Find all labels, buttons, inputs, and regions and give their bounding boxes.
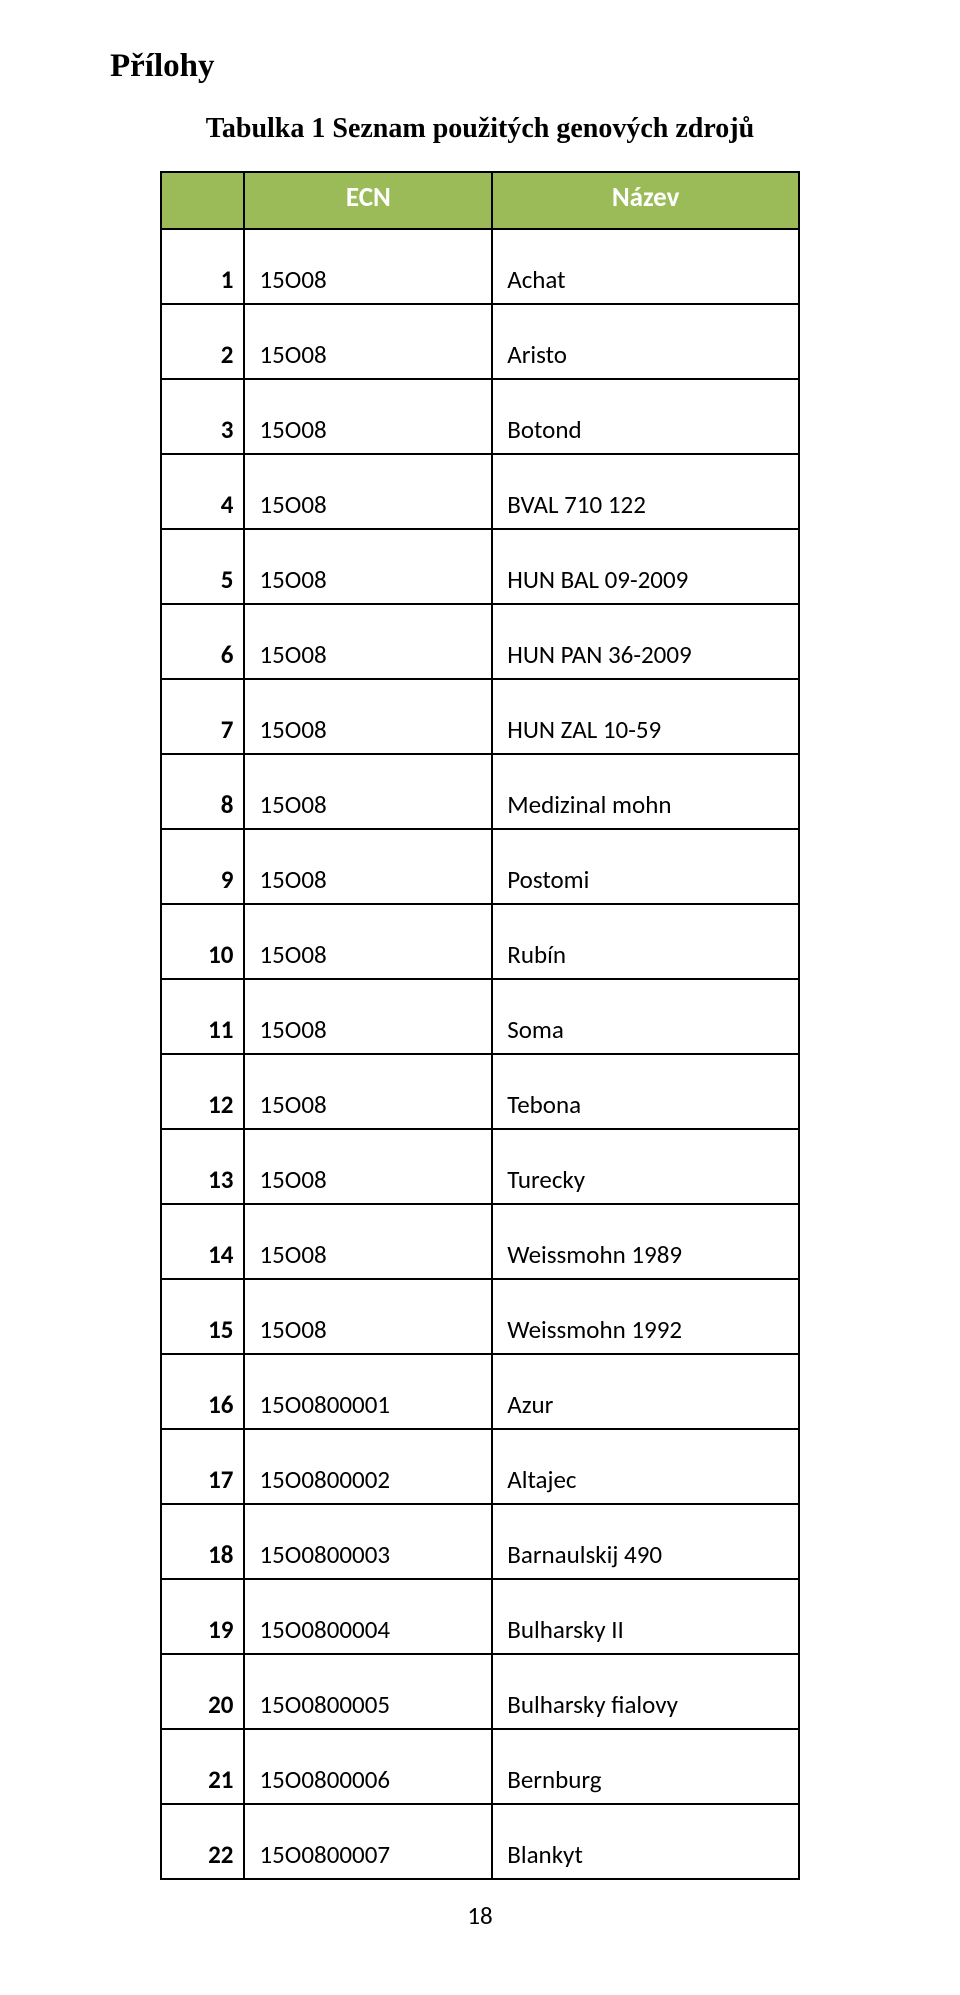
row-name: HUN ZAL 10-59: [492, 679, 799, 754]
row-number: 19: [161, 1579, 244, 1654]
table-row: 1715O0800002Altajec: [161, 1429, 799, 1504]
row-ecn: 15O08: [244, 679, 492, 754]
row-ecn: 15O08: [244, 1054, 492, 1129]
table-row: 515O08HUN BAL 09-2009: [161, 529, 799, 604]
row-name: Altajec: [492, 1429, 799, 1504]
table-row: 1015O08Rubín: [161, 904, 799, 979]
row-name: Tebona: [492, 1054, 799, 1129]
row-name: Postomi: [492, 829, 799, 904]
row-ecn: 15O08: [244, 454, 492, 529]
genovy-zdroje-table: ECN Název 115O08Achat215O08Aristo315O08B…: [160, 171, 800, 1880]
row-ecn: 15O08: [244, 829, 492, 904]
table-row: 1215O08Tebona: [161, 1054, 799, 1129]
table-row: 815O08Medizinal mohn: [161, 754, 799, 829]
row-number: 17: [161, 1429, 244, 1504]
table-row: 1115O08Soma: [161, 979, 799, 1054]
row-ecn: 15O08: [244, 1204, 492, 1279]
row-number: 1: [161, 229, 244, 304]
row-ecn: 15O08: [244, 379, 492, 454]
table-row: 115O08Achat: [161, 229, 799, 304]
row-ecn: 15O08: [244, 529, 492, 604]
row-number: 7: [161, 679, 244, 754]
row-number: 16: [161, 1354, 244, 1429]
table-header-ecn: ECN: [244, 172, 492, 229]
table-row: 415O08BVAL 710 122: [161, 454, 799, 529]
row-number: 6: [161, 604, 244, 679]
row-name: Rubín: [492, 904, 799, 979]
table-row: 1915O0800004Bulharsky II: [161, 1579, 799, 1654]
row-number: 10: [161, 904, 244, 979]
row-ecn: 15O0800004: [244, 1579, 492, 1654]
row-name: Blankyt: [492, 1804, 799, 1879]
row-ecn: 15O0800001: [244, 1354, 492, 1429]
row-name: Bernburg: [492, 1729, 799, 1804]
table-row: 915O08Postomi: [161, 829, 799, 904]
row-name: Medizinal mohn: [492, 754, 799, 829]
row-number: 4: [161, 454, 244, 529]
row-number: 3: [161, 379, 244, 454]
row-name: BVAL 710 122: [492, 454, 799, 529]
table-row: 1415O08Weissmohn 1989: [161, 1204, 799, 1279]
row-ecn: 15O08: [244, 304, 492, 379]
row-number: 5: [161, 529, 244, 604]
row-ecn: 15O08: [244, 754, 492, 829]
table-row: 315O08Botond: [161, 379, 799, 454]
page-title: Přílohy: [110, 48, 850, 85]
row-number: 13: [161, 1129, 244, 1204]
table-row: 2015O0800005Bulharsky fialovy: [161, 1654, 799, 1729]
row-ecn: 15O0800006: [244, 1729, 492, 1804]
row-number: 20: [161, 1654, 244, 1729]
row-number: 18: [161, 1504, 244, 1579]
row-number: 2: [161, 304, 244, 379]
page-number: 18: [0, 1900, 960, 1931]
row-name: Achat: [492, 229, 799, 304]
table-row: 715O08HUN ZAL 10-59: [161, 679, 799, 754]
row-name: HUN BAL 09-2009: [492, 529, 799, 604]
row-ecn: 15O0800002: [244, 1429, 492, 1504]
row-name: Botond: [492, 379, 799, 454]
row-name: Soma: [492, 979, 799, 1054]
row-ecn: 15O08: [244, 229, 492, 304]
table-row: 1315O08Turecky: [161, 1129, 799, 1204]
table-row: 1815O0800003Barnaulskij 490: [161, 1504, 799, 1579]
row-name: Aristo: [492, 304, 799, 379]
row-ecn: 15O0800005: [244, 1654, 492, 1729]
table-row: 1615O0800001Azur: [161, 1354, 799, 1429]
row-number: 21: [161, 1729, 244, 1804]
row-number: 15: [161, 1279, 244, 1354]
row-number: 8: [161, 754, 244, 829]
table-row: 615O08HUN PAN 36-2009: [161, 604, 799, 679]
row-name: Bulharsky fialovy: [492, 1654, 799, 1729]
table-caption: Tabulka 1 Seznam použitých genových zdro…: [110, 113, 850, 145]
table-row: 2215O0800007Blankyt: [161, 1804, 799, 1879]
row-ecn: 15O0800007: [244, 1804, 492, 1879]
row-number: 9: [161, 829, 244, 904]
row-name: Weissmohn 1989: [492, 1204, 799, 1279]
row-ecn: 15O08: [244, 904, 492, 979]
table-header-row: ECN Název: [161, 172, 799, 229]
row-ecn: 15O08: [244, 1279, 492, 1354]
row-name: Weissmohn 1992: [492, 1279, 799, 1354]
row-ecn: 15O0800003: [244, 1504, 492, 1579]
row-ecn: 15O08: [244, 604, 492, 679]
row-name: HUN PAN 36-2009: [492, 604, 799, 679]
row-number: 22: [161, 1804, 244, 1879]
row-number: 11: [161, 979, 244, 1054]
row-number: 14: [161, 1204, 244, 1279]
row-name: Azur: [492, 1354, 799, 1429]
row-number: 12: [161, 1054, 244, 1129]
table-header-name: Název: [492, 172, 799, 229]
table-row: 215O08Aristo: [161, 304, 799, 379]
row-ecn: 15O08: [244, 1129, 492, 1204]
table-row: 1515O08Weissmohn 1992: [161, 1279, 799, 1354]
row-name: Bulharsky II: [492, 1579, 799, 1654]
row-ecn: 15O08: [244, 979, 492, 1054]
document-page: Přílohy Tabulka 1 Seznam použitých genov…: [0, 0, 960, 1995]
table-header-blank: [161, 172, 244, 229]
row-name: Barnaulskij 490: [492, 1504, 799, 1579]
row-name: Turecky: [492, 1129, 799, 1204]
table-row: 2115O0800006Bernburg: [161, 1729, 799, 1804]
